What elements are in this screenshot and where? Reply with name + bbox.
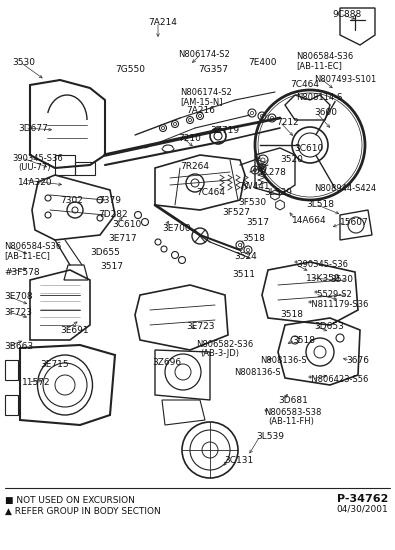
Text: 9C888: 9C888: [332, 10, 361, 19]
Text: 3530: 3530: [12, 58, 35, 67]
Text: 3D655: 3D655: [90, 248, 120, 257]
Text: 7G357: 7G357: [198, 65, 228, 74]
Text: 7212: 7212: [276, 118, 299, 127]
Text: 3E723: 3E723: [186, 322, 214, 331]
Text: N806582-S36: N806582-S36: [196, 340, 253, 349]
Text: *N811179-S36: *N811179-S36: [308, 300, 369, 309]
Text: 14A664: 14A664: [292, 216, 327, 225]
Text: N806584-S36: N806584-S36: [296, 52, 353, 61]
Text: 3600: 3600: [314, 108, 337, 117]
Text: 3517: 3517: [100, 262, 123, 271]
Text: 3518: 3518: [242, 234, 265, 243]
Text: 3B663: 3B663: [4, 342, 33, 351]
Text: [AM-15-N]: [AM-15-N]: [180, 97, 222, 106]
Text: 3D677: 3D677: [18, 124, 48, 133]
Text: N808136-S: N808136-S: [234, 368, 280, 377]
Text: (UU-77): (UU-77): [18, 163, 51, 172]
Text: 3E717: 3E717: [108, 234, 137, 243]
Text: 3517: 3517: [246, 218, 269, 227]
Text: 3530: 3530: [330, 275, 353, 284]
Text: 7G550: 7G550: [115, 65, 145, 74]
Text: 3511: 3511: [232, 270, 255, 279]
Text: N806174-S2: N806174-S2: [180, 88, 232, 97]
Text: 3L539: 3L539: [264, 188, 292, 197]
Text: 3524: 3524: [234, 252, 257, 261]
Text: 3E700: 3E700: [162, 224, 191, 233]
Text: *390345-S36: *390345-S36: [294, 260, 349, 269]
Text: 7W441: 7W441: [238, 182, 270, 191]
Text: 3C610: 3C610: [112, 220, 141, 229]
Text: [AB-11-EC]: [AB-11-EC]: [296, 61, 342, 70]
Text: 15607: 15607: [340, 218, 369, 227]
Text: 3F723: 3F723: [4, 308, 32, 317]
Text: 3F530: 3F530: [238, 198, 266, 207]
Text: 7E400: 7E400: [248, 58, 276, 67]
Text: 3676: 3676: [346, 356, 369, 365]
Text: 3D653: 3D653: [314, 322, 344, 331]
Text: ■ NOT USED ON EXCURSION: ■ NOT USED ON EXCURSION: [5, 496, 135, 505]
Text: N806174-S2: N806174-S2: [178, 50, 230, 59]
Text: 7C464: 7C464: [290, 80, 319, 89]
Text: 3Z696: 3Z696: [152, 358, 181, 367]
Text: 3D681: 3D681: [278, 396, 308, 405]
Text: 3E715: 3E715: [40, 360, 69, 369]
Text: 13K359: 13K359: [306, 274, 340, 283]
Text: 3E691: 3E691: [60, 326, 88, 335]
Text: 7210: 7210: [178, 134, 201, 143]
Text: N806584-S36: N806584-S36: [4, 242, 61, 251]
Text: 3F527: 3F527: [222, 208, 250, 217]
Text: N808114-S: N808114-S: [296, 93, 342, 102]
Text: #3F578: #3F578: [4, 268, 40, 277]
Text: (AB-11-FH): (AB-11-FH): [268, 417, 314, 426]
Text: *5529-S2: *5529-S2: [314, 290, 353, 299]
Text: N807493-S101: N807493-S101: [314, 75, 376, 84]
Text: 3C131: 3C131: [224, 456, 253, 465]
Text: 3Z719: 3Z719: [210, 126, 239, 135]
Text: *N806423-S56: *N806423-S56: [308, 375, 369, 384]
Text: 7C464: 7C464: [196, 188, 225, 197]
Text: ▲ REFER GROUP IN BODY SECTION: ▲ REFER GROUP IN BODY SECTION: [5, 507, 161, 516]
Text: 3520: 3520: [280, 155, 303, 164]
Text: 3L539: 3L539: [256, 432, 284, 441]
Text: 7R264: 7R264: [180, 162, 209, 171]
Text: 04/30/2001: 04/30/2001: [336, 505, 388, 514]
Text: 7L278: 7L278: [258, 168, 286, 177]
Text: 7379: 7379: [98, 196, 121, 205]
Text: 390345-S36: 390345-S36: [12, 154, 63, 163]
Text: N808136-S: N808136-S: [260, 356, 307, 365]
Text: [AB-11-EC]: [AB-11-EC]: [4, 251, 50, 260]
Text: 7A216: 7A216: [186, 106, 215, 115]
Text: 3C610: 3C610: [294, 144, 323, 153]
Text: N806583-S38: N806583-S38: [264, 408, 322, 417]
Text: (AB-3-JD): (AB-3-JD): [200, 349, 239, 358]
Text: 11572: 11572: [22, 378, 51, 387]
Text: N808944-S424: N808944-S424: [314, 184, 376, 193]
Text: P-34762: P-34762: [337, 494, 388, 504]
Text: 7A214: 7A214: [148, 18, 177, 27]
Text: 7302: 7302: [60, 196, 83, 205]
Text: 7D282: 7D282: [98, 210, 128, 219]
Text: 3518: 3518: [280, 310, 303, 319]
Text: 14A320: 14A320: [18, 178, 53, 187]
Text: 3518: 3518: [292, 336, 315, 345]
Text: 3E708: 3E708: [4, 292, 33, 301]
Text: 3L518: 3L518: [306, 200, 334, 209]
